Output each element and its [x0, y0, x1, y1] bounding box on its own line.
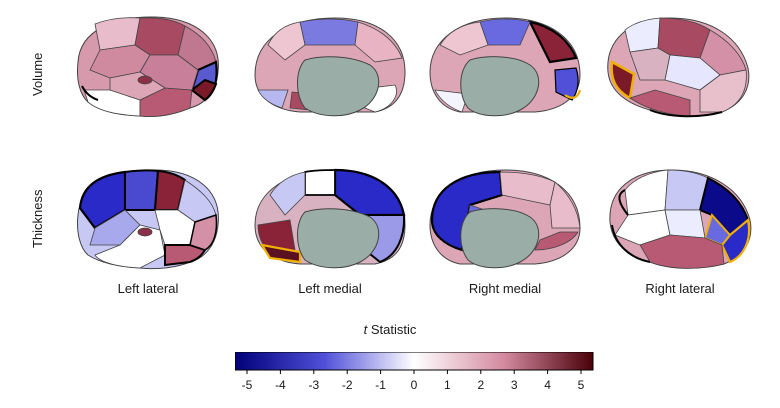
colorbar-gradient — [235, 352, 594, 371]
brain-thickness-left-lateral — [77, 169, 219, 270]
colorbar-title: t Statistic — [0, 322, 780, 337]
column-label-left-lateral: Left lateral — [117, 281, 179, 296]
colorbar-title-italic: t — [363, 322, 368, 337]
brain-volume-left-medial — [254, 17, 406, 117]
brain-thickness-right-lateral — [609, 169, 752, 269]
column-label-right-medial: Right medial — [468, 281, 542, 296]
colorbar-tick-label: -5 — [242, 378, 253, 392]
brain-maps — [77, 16, 752, 270]
brain-volume-left-lateral — [77, 16, 219, 117]
colorbar-tick-label: -2 — [342, 378, 353, 392]
colorbar-tick-label: -3 — [308, 378, 319, 392]
colorbar-tick-label: 5 — [578, 378, 585, 392]
colorbar-tick-label: -4 — [275, 378, 286, 392]
colorbar-tick-label: 0 — [411, 378, 418, 392]
brain-thickness-left-medial — [254, 168, 406, 269]
colorbar-tick-label: -1 — [375, 378, 386, 392]
brain-volume-right-medial — [429, 17, 582, 117]
colorbar-tick-label: 4 — [544, 378, 551, 392]
colorbar-tick-label: 1 — [444, 378, 451, 392]
brain-thickness-right-medial — [429, 169, 581, 269]
brain-volume-right-lateral — [607, 17, 750, 118]
colorbar-tick-label: 2 — [477, 378, 484, 392]
colorbar-title-rest: Statistic — [367, 322, 417, 337]
colorbar: -5 -4 -3 -2 -1 0 1 2 3 4 5 — [235, 352, 594, 392]
column-label-right-lateral: Right lateral — [645, 281, 715, 296]
colorbar-ticks: -5 -4 -3 -2 -1 0 1 2 3 4 5 — [242, 370, 585, 392]
column-label-left-medial: Left medial — [298, 281, 362, 296]
colorbar-tick-label: 3 — [511, 378, 518, 392]
